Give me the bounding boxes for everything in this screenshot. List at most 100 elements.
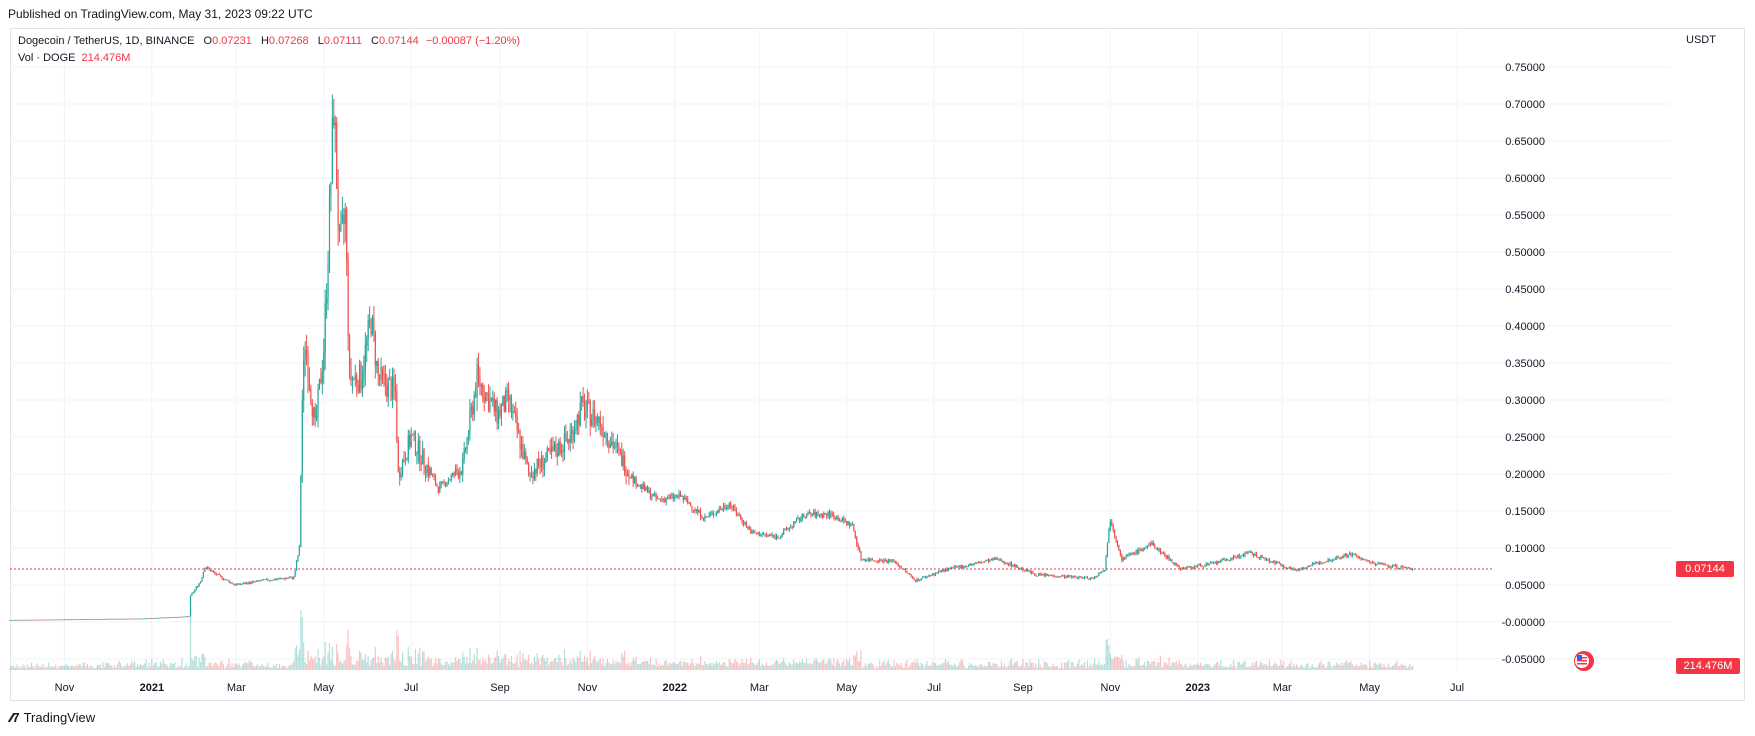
candle-body: [1241, 554, 1243, 556]
volume-bar: [1178, 660, 1180, 670]
candle-body: [821, 513, 823, 518]
candle-body: [1410, 569, 1412, 571]
volume-bar: [1268, 659, 1270, 670]
volume-bar: [1357, 666, 1359, 670]
us-flag-icon[interactable]: [1573, 650, 1595, 672]
volume-bar: [169, 662, 172, 670]
candle-body: [1407, 567, 1409, 569]
volume-bar: [1397, 666, 1399, 670]
volume-bar: [803, 662, 805, 670]
volume-bar: [336, 644, 338, 670]
candle-body: [305, 349, 308, 355]
candle-body: [129, 618, 131, 620]
chart-frame[interactable]: [10, 28, 1745, 701]
volume-bar: [784, 662, 786, 670]
candle-body: [403, 459, 405, 462]
volume-label[interactable]: Vol · DOGE: [18, 52, 76, 64]
candle-body: [823, 513, 825, 518]
candle-body: [933, 573, 935, 576]
volume-bar: [1205, 664, 1207, 670]
volume-bar: [741, 659, 743, 670]
volume-bar: [873, 666, 875, 670]
volume-bar: [1396, 660, 1398, 670]
volume-bar: [1328, 661, 1331, 670]
candle-body: [343, 214, 345, 224]
candle-body: [135, 618, 137, 620]
volume-bar: [98, 665, 100, 670]
candle-body: [783, 530, 785, 535]
volume-bar: [25, 668, 27, 670]
candle-body: [244, 582, 246, 584]
volume-bar: [678, 662, 680, 670]
candle-body: [1086, 576, 1089, 579]
volume-bar: [763, 665, 765, 670]
volume-bar: [725, 666, 727, 670]
candle-body: [1328, 558, 1331, 562]
candle-body: [891, 559, 894, 561]
candle-body: [440, 482, 442, 485]
volume-bar: [135, 666, 137, 670]
candle-body: [1394, 564, 1397, 567]
volume-bar: [467, 663, 470, 670]
candle-body: [179, 616, 182, 618]
candle-body: [965, 566, 967, 567]
candle-body: [889, 559, 891, 562]
candle-body: [444, 482, 447, 486]
volume-bar: [1300, 664, 1302, 670]
candle-body: [937, 571, 940, 573]
candle-body: [119, 618, 121, 620]
volume-bar: [861, 667, 864, 670]
x-tick-label: Mar: [1273, 682, 1292, 694]
volume-bar: [1003, 663, 1005, 670]
candle-body: [245, 582, 247, 584]
volume-bar: [631, 661, 633, 670]
candle-body: [1157, 548, 1159, 551]
volume-bar: [585, 661, 587, 670]
volume-bar: [1376, 664, 1378, 670]
volume-bar: [460, 663, 462, 670]
candle-body: [1227, 559, 1229, 561]
volume-bar: [403, 665, 405, 670]
symbol-name[interactable]: Dogecoin / TetherUS, 1D, BINANCE: [18, 35, 195, 47]
volume-bar: [1009, 660, 1011, 670]
candle-body: [558, 441, 560, 456]
volume-bar: [770, 665, 772, 670]
volume-bar: [760, 665, 762, 670]
candle-body: [470, 406, 472, 411]
volume-bar: [316, 662, 318, 670]
volume-bar: [562, 665, 564, 670]
candle-body: [515, 412, 517, 417]
candle-body: [316, 415, 318, 419]
candle-body: [1313, 563, 1315, 564]
volume-bar: [853, 654, 855, 670]
volume-bar: [1267, 666, 1269, 670]
volume-bar: [270, 667, 272, 670]
candle-body: [1188, 566, 1190, 567]
candle-body: [616, 442, 619, 446]
currency-label[interactable]: USDT: [1686, 34, 1716, 46]
volume-bar: [16, 664, 18, 670]
volume-bar: [1320, 660, 1322, 670]
candle-body: [989, 559, 991, 562]
candle-body: [122, 618, 124, 620]
volume-bar: [38, 666, 40, 670]
volume-bar: [483, 661, 485, 670]
candle-body: [1121, 554, 1123, 561]
candle-body: [48, 619, 50, 621]
candle-body: [714, 514, 716, 516]
volume-bar: [1240, 664, 1242, 670]
tradingview-logo[interactable]: ⁄⁄7 TradingView: [10, 710, 95, 725]
candle-body: [678, 492, 680, 498]
candle-body: [1045, 573, 1047, 576]
volume-bar: [401, 652, 404, 670]
volume-bar: [685, 662, 687, 670]
volume-bar: [602, 658, 604, 670]
candle-body: [734, 505, 736, 511]
candle-body: [142, 618, 144, 620]
candle-body: [540, 455, 543, 467]
candle-body: [667, 498, 669, 500]
volume-bar: [1118, 657, 1120, 670]
x-tick-label: 2021: [140, 682, 164, 694]
volume-bar: [1099, 665, 1101, 670]
